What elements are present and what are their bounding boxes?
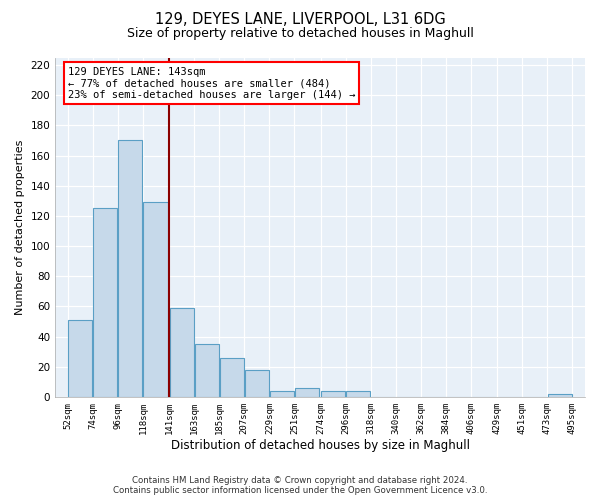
Text: Size of property relative to detached houses in Maghull: Size of property relative to detached ho…	[127, 28, 473, 40]
Bar	[194, 344, 219, 397]
Bar	[346, 391, 370, 397]
Bar	[295, 388, 319, 397]
Bar	[270, 391, 294, 397]
Bar	[93, 208, 118, 397]
Bar	[548, 394, 572, 397]
Bar	[143, 202, 167, 397]
Bar	[118, 140, 142, 397]
Bar	[68, 320, 92, 397]
X-axis label: Distribution of detached houses by size in Maghull: Distribution of detached houses by size …	[170, 440, 470, 452]
Bar	[321, 391, 345, 397]
Bar	[170, 308, 194, 397]
Text: 129 DEYES LANE: 143sqm
← 77% of detached houses are smaller (484)
23% of semi-de: 129 DEYES LANE: 143sqm ← 77% of detached…	[68, 66, 355, 100]
Text: Contains HM Land Registry data © Crown copyright and database right 2024.
Contai: Contains HM Land Registry data © Crown c…	[113, 476, 487, 495]
Bar	[220, 358, 244, 397]
Y-axis label: Number of detached properties: Number of detached properties	[15, 140, 25, 315]
Bar	[245, 370, 269, 397]
Text: 129, DEYES LANE, LIVERPOOL, L31 6DG: 129, DEYES LANE, LIVERPOOL, L31 6DG	[155, 12, 445, 28]
